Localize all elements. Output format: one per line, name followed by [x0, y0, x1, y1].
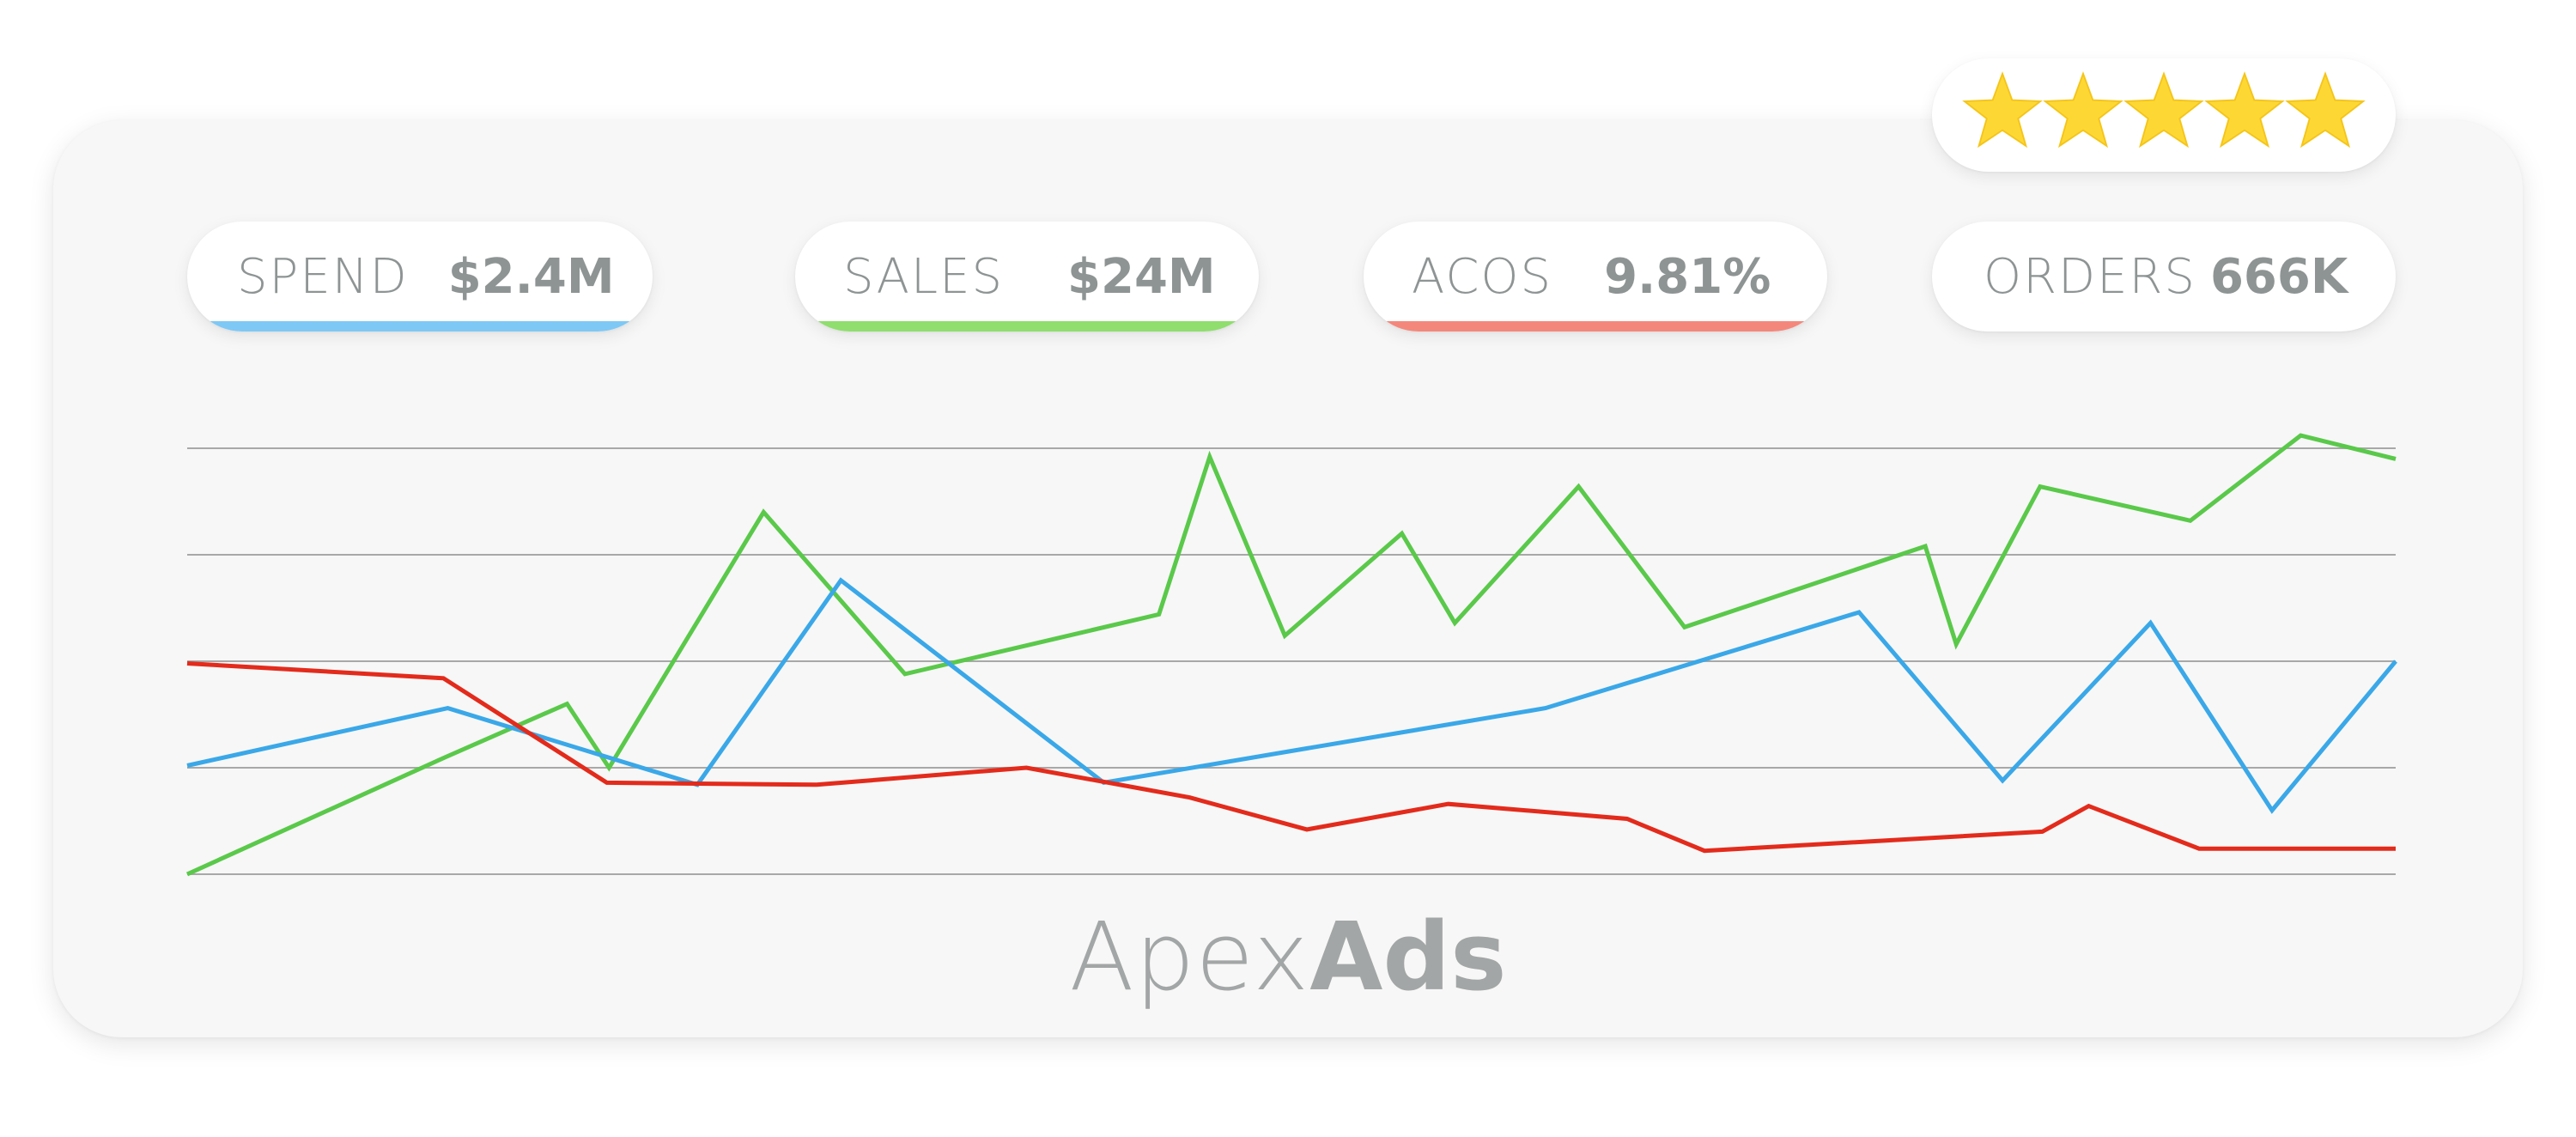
- series-line-2: [186, 577, 2397, 814]
- spend-metric: SPEND $2.4M: [187, 222, 653, 331]
- metric-value: 666K: [2209, 248, 2348, 305]
- series-line-1: [185, 433, 2397, 877]
- star-icon: [2123, 71, 2204, 149]
- star-icon: [2285, 71, 2366, 149]
- metric-label: ORDERS: [1984, 248, 2196, 305]
- series-line-3: [186, 661, 2396, 854]
- sales-accent-bar: [795, 321, 1259, 331]
- spend-accent-bar: [187, 321, 653, 331]
- metric-label: SPEND: [237, 248, 409, 305]
- acos-metric: ACOS 9.81%: [1364, 222, 1827, 331]
- star-icon: [2043, 71, 2123, 149]
- metric-value: $24M: [1067, 248, 1216, 305]
- metric-value: 9.81%: [1604, 248, 1771, 305]
- metric-value: $2.4M: [447, 248, 615, 305]
- rating-stars: [1932, 58, 2396, 172]
- orders-metric: ORDERS 666K: [1932, 222, 2396, 331]
- star-icon: [2204, 71, 2285, 149]
- star-icon: [1962, 71, 2043, 149]
- metric-label: ACOS: [1412, 248, 1553, 305]
- sales-metric: SALES $24M: [795, 222, 1259, 331]
- acos-accent-bar: [1364, 321, 1827, 331]
- metric-label: SALES: [843, 248, 1005, 305]
- brand-name-light: Apex: [1069, 902, 1310, 1012]
- brand-logo: ApexAds: [0, 902, 2576, 1012]
- brand-name-bold: Ads: [1309, 902, 1507, 1012]
